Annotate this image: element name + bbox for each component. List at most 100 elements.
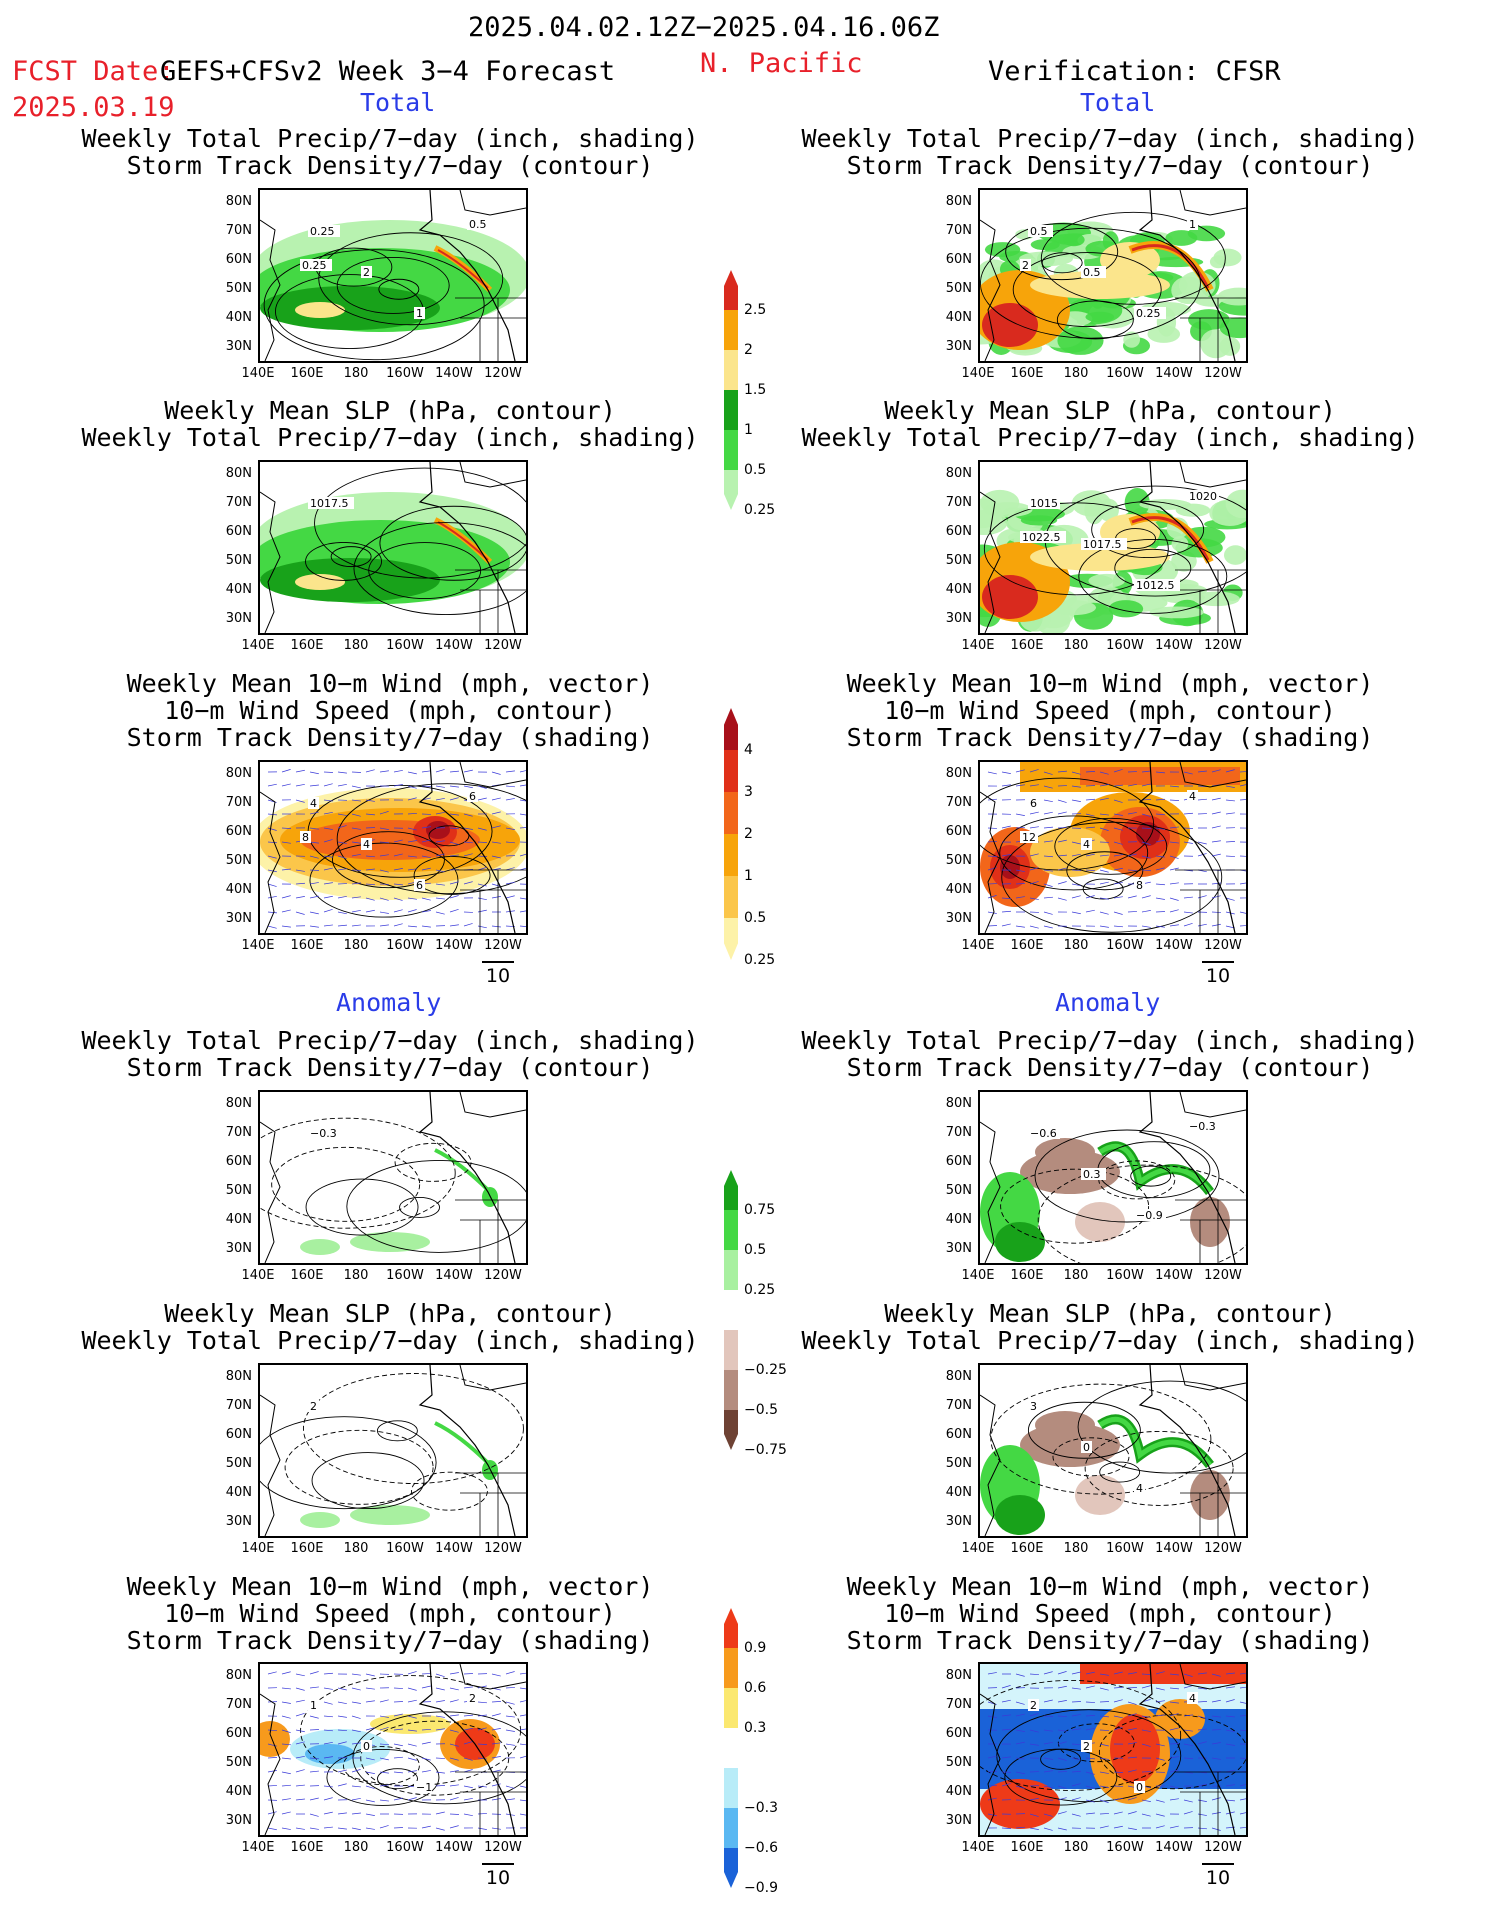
r6l-title-1: 10−m Wind Speed (mph, contour) bbox=[164, 1599, 616, 1628]
colorbar-precip_anom bbox=[724, 1170, 738, 1450]
r5r-lat-30N: 30N bbox=[945, 1514, 972, 1529]
r5r-lat-70N: 70N bbox=[945, 1398, 972, 1413]
r4r-lon-160W: 160W bbox=[1106, 1268, 1144, 1283]
r5l-contour-label: 2 bbox=[310, 1400, 317, 1413]
r6r-lat-50N: 50N bbox=[945, 1755, 972, 1770]
colorbar-precip_total-label: 2.5 bbox=[744, 302, 767, 318]
r6l-lat-60N: 60N bbox=[225, 1726, 252, 1741]
r1l-contour-label: 1 bbox=[416, 307, 423, 320]
colorbar-precip_anom-label: −0.75 bbox=[744, 1442, 787, 1458]
r4l-lon-140E: 140E bbox=[241, 1268, 275, 1283]
r3r-lat-80N: 80N bbox=[945, 766, 972, 781]
r2l-title-1: Weekly Total Precip/7−day (inch, shading… bbox=[81, 423, 699, 452]
r4l-map: −0.3 bbox=[258, 1090, 528, 1265]
colorbar-track_anom-swatch bbox=[724, 1848, 738, 1888]
r2l-lat-60N: 60N bbox=[225, 524, 252, 539]
r4r-contour-label: −0.3 bbox=[1189, 1120, 1216, 1133]
r5l-lat-30N: 30N bbox=[225, 1514, 252, 1529]
r3l-vector-ref: 10 bbox=[485, 965, 511, 987]
r4r-lat-40N: 40N bbox=[945, 1212, 972, 1227]
r3l-lon-140W: 140W bbox=[435, 938, 473, 953]
r6r-lat-70N: 70N bbox=[945, 1697, 972, 1712]
r3l-lat-80N: 80N bbox=[225, 766, 252, 781]
colorbar-precip_anom-swatch bbox=[724, 1210, 738, 1250]
r5r-map-svg: 3 0 4 bbox=[980, 1365, 1246, 1536]
r3l-vector-ref-arrow bbox=[482, 961, 514, 963]
r4r-contour-label: −0.9 bbox=[1136, 1209, 1163, 1222]
colorbar-precip_anom-label: −0.25 bbox=[744, 1362, 787, 1378]
r2r-lat-70N: 70N bbox=[945, 495, 972, 510]
r6r-map: 2 2 0 4 bbox=[978, 1662, 1248, 1837]
colorbar-precip_total-label: 1 bbox=[744, 422, 753, 438]
r3r-contour-label: 8 bbox=[1136, 879, 1143, 892]
r3r-lon-140W: 140W bbox=[1155, 938, 1193, 953]
r3r-vector-ref-arrow bbox=[1202, 961, 1234, 963]
r6r-contour-label: 0 bbox=[1136, 1781, 1143, 1794]
r2l-map: 1017.5 bbox=[258, 460, 528, 635]
colorbar-track_anom-swatch bbox=[724, 1808, 738, 1848]
r2r-lon-140W: 140W bbox=[1155, 638, 1193, 653]
r6l-vector-ref: 10 bbox=[485, 1867, 511, 1889]
r1l-lon-160E: 160E bbox=[290, 366, 324, 381]
r2l-lon-160E: 160E bbox=[290, 638, 324, 653]
r2r-contour-label: 1017.5 bbox=[1083, 538, 1122, 551]
r2r-lat-60N: 60N bbox=[945, 524, 972, 539]
r5r-map: 3 0 4 bbox=[978, 1363, 1248, 1538]
colorbar-track_anom-label: −0.6 bbox=[744, 1840, 778, 1856]
r1l-contour-label: 0.5 bbox=[469, 218, 487, 231]
r6l-lon-160W: 160W bbox=[386, 1840, 424, 1855]
r5l-lon-140W: 140W bbox=[435, 1541, 473, 1556]
r5l-lon-140E: 140E bbox=[241, 1541, 275, 1556]
r3l-contour-label: 6 bbox=[416, 879, 423, 892]
r2r-lon-140E: 140E bbox=[961, 638, 995, 653]
r4r-lat-50N: 50N bbox=[945, 1183, 972, 1198]
r5l-lon-120W: 120W bbox=[484, 1541, 522, 1556]
r2r-lat-40N: 40N bbox=[945, 582, 972, 597]
r2r-map: 1015 1017.5 1012.5 1020 1022.5 bbox=[978, 460, 1248, 635]
colorbar-track_total-swatch bbox=[724, 918, 738, 960]
colorbar-track_anom-label: 0.9 bbox=[744, 1640, 767, 1656]
r4r-contour-label: −0.6 bbox=[1030, 1127, 1057, 1140]
r4l-lon-160E: 160E bbox=[290, 1268, 324, 1283]
verification-label: Verification: CFSR bbox=[988, 56, 1281, 87]
colorbar-precip_anom-swatch bbox=[724, 1370, 738, 1410]
r6l-lat-40N: 40N bbox=[225, 1784, 252, 1799]
r6r-map-svg: 2 2 0 4 bbox=[980, 1664, 1246, 1835]
colorbar-track_total-swatch bbox=[724, 792, 738, 834]
r1l-map: 0.25 2 1 0.5 0.25 bbox=[258, 188, 528, 363]
r2l-lat-80N: 80N bbox=[225, 466, 252, 481]
r3r-lat-40N: 40N bbox=[945, 882, 972, 897]
r1l-title-1: Storm Track Density/7−day (contour) bbox=[126, 151, 654, 180]
r2l-lat-30N: 30N bbox=[225, 611, 252, 626]
r3l-lat-40N: 40N bbox=[225, 882, 252, 897]
r2l-lat-70N: 70N bbox=[225, 495, 252, 510]
r1r-lat-40N: 40N bbox=[945, 310, 972, 325]
colorbar-track_total-swatch bbox=[724, 750, 738, 792]
colorbar-track_total-label: 3 bbox=[744, 784, 753, 800]
colorbar-track_anom-swatch bbox=[724, 1728, 738, 1768]
r3r-title-1: 10−m Wind Speed (mph, contour) bbox=[884, 696, 1336, 725]
r1l-lat-80N: 80N bbox=[225, 194, 252, 209]
colorbar-track_total-label: 4 bbox=[744, 742, 753, 758]
colorbar-precip_total-swatch bbox=[724, 390, 738, 430]
colorbar-precip_anom-swatch bbox=[724, 1250, 738, 1290]
r6l-lat-30N: 30N bbox=[225, 1813, 252, 1828]
r1l-lon-120W: 120W bbox=[484, 366, 522, 381]
r1r-contour-label: 0.5 bbox=[1030, 225, 1048, 238]
r5l-title-0: Weekly Mean SLP (hPa, contour) bbox=[164, 1299, 616, 1328]
r1r-title-0: Weekly Total Precip/7−day (inch, shading… bbox=[801, 124, 1419, 153]
r2r-lat-80N: 80N bbox=[945, 466, 972, 481]
r1r-lat-30N: 30N bbox=[945, 339, 972, 354]
r6l-vector-ref-arrow bbox=[482, 1863, 514, 1865]
r6r-lon-120W: 120W bbox=[1204, 1840, 1242, 1855]
r6r-vector-ref: 10 bbox=[1205, 1867, 1231, 1889]
colorbar-track_total-swatch bbox=[724, 876, 738, 918]
r3r-title-2: Storm Track Density/7−day (shading) bbox=[846, 723, 1374, 752]
r4r-lon-140E: 140E bbox=[961, 1268, 995, 1283]
r5l-lon-180: 180 bbox=[343, 1541, 369, 1556]
section-total-right: Total bbox=[1080, 88, 1156, 117]
r6r-contour-label: 4 bbox=[1189, 1692, 1196, 1705]
r6r-title-2: Storm Track Density/7−day (shading) bbox=[846, 1626, 1374, 1655]
r1l-contour-label: 0.25 bbox=[302, 259, 327, 272]
colorbar-track_anom-swatch bbox=[724, 1688, 738, 1728]
